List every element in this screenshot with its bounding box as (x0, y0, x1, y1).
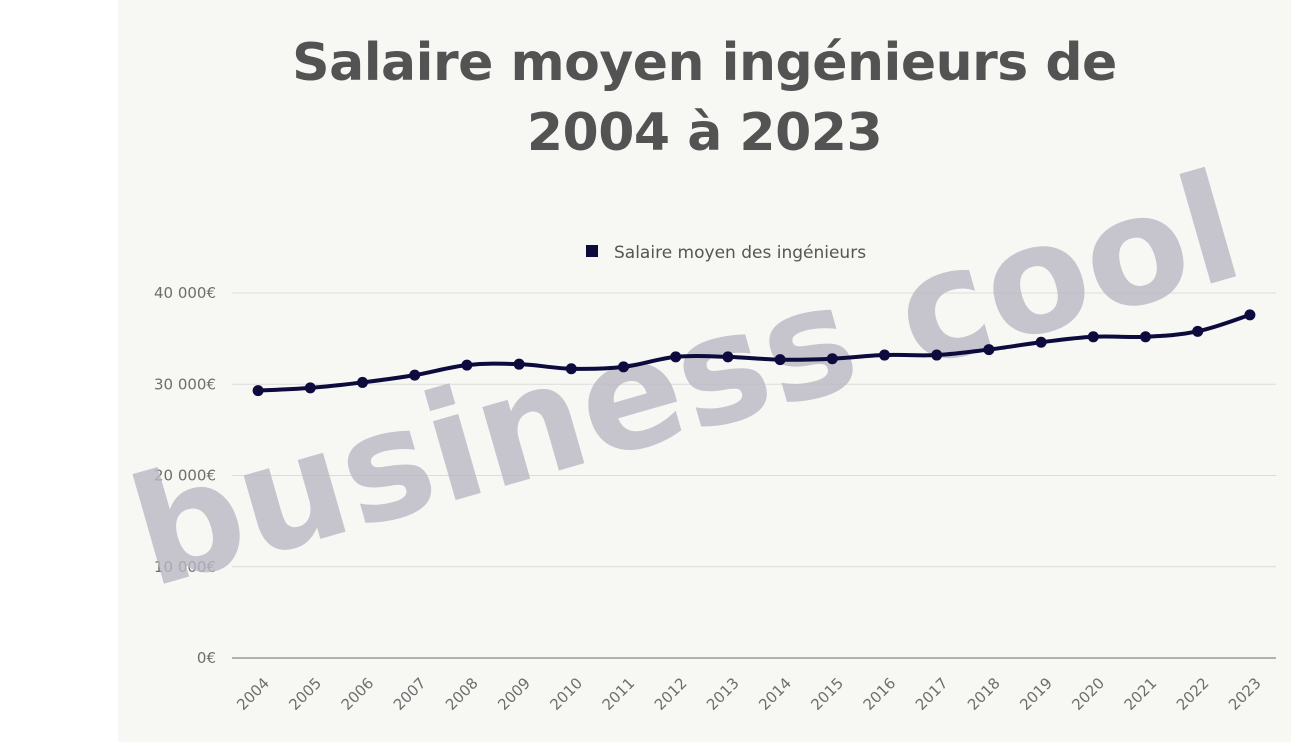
x-tick-label: 2009 (494, 674, 534, 714)
data-point (879, 349, 890, 361)
y-tick-label: 20 000€ (154, 467, 216, 485)
data-point (670, 351, 682, 363)
grid-lines (232, 292, 1276, 659)
x-tick-label: 2005 (285, 674, 325, 714)
data-point (931, 349, 943, 361)
legend: Salaire moyen des ingénieurs (586, 243, 866, 263)
x-tick-label: 2015 (807, 674, 847, 714)
x-tick-label: 2018 (964, 674, 1004, 714)
data-point (304, 382, 316, 394)
data-point (983, 344, 995, 356)
data-point (252, 385, 264, 397)
x-tick-label: 2006 (338, 674, 378, 714)
x-tick-label: 2016 (860, 674, 900, 714)
x-tick-label: 2023 (1225, 674, 1265, 714)
data-point (1140, 331, 1151, 343)
x-tick-label: 2008 (442, 674, 482, 714)
x-tick-label: 2019 (1016, 674, 1056, 714)
series (252, 309, 1256, 397)
x-axis-ticks: 2004 2005 2006 2007 2008 2009 2010 2011 2012 2013… (233, 674, 1265, 714)
y-tick-label: 0€ (197, 649, 216, 667)
y-tick-label: 30 000€ (154, 375, 216, 393)
x-tick-label: 2021 (1121, 674, 1161, 714)
x-tick-label: 2004 (233, 674, 273, 714)
y-tick-label: 40 000€ (154, 284, 216, 302)
data-point (1087, 331, 1099, 343)
data-point (357, 376, 368, 388)
chart-title-line-1: Salaire moyen ingénieurs de (292, 33, 1117, 93)
watermark: business cool (114, 140, 1258, 622)
data-point (409, 369, 421, 381)
data-point (565, 363, 577, 375)
x-tick-label: 2012 (651, 674, 691, 714)
data-point (826, 353, 838, 365)
watermark-text: business cool (114, 140, 1258, 622)
x-tick-label: 2020 (1068, 674, 1108, 714)
data-point (1244, 309, 1256, 321)
data-point (1192, 325, 1204, 337)
data-point (774, 354, 786, 366)
data-point (461, 359, 473, 371)
x-tick-label: 2014 (755, 674, 795, 714)
x-tick-label: 2011 (599, 674, 639, 714)
data-point (513, 358, 525, 370)
data-point (722, 351, 734, 363)
chart-background (118, 0, 1291, 742)
y-axis-ticks: 0€ 10 000€ 20 000€ 30 000€ 40 000€ (154, 284, 216, 667)
x-tick-label: 2017 (912, 674, 952, 714)
data-point (1035, 336, 1047, 348)
x-tick-label: 2007 (390, 674, 430, 714)
y-tick-label: 10 000€ (154, 558, 216, 576)
legend-swatch (586, 245, 598, 257)
x-tick-label: 2010 (546, 674, 586, 714)
chart-title-line-2: 2004 à 2023 (526, 103, 883, 163)
chart-title: Salaire moyen ingénieurs de 2004 à 2023 (118, 28, 1291, 168)
data-point (618, 361, 629, 373)
x-tick-label: 2013 (703, 674, 743, 714)
x-tick-label: 2022 (1173, 674, 1213, 714)
legend-label: Salaire moyen des ingénieurs (614, 243, 866, 263)
